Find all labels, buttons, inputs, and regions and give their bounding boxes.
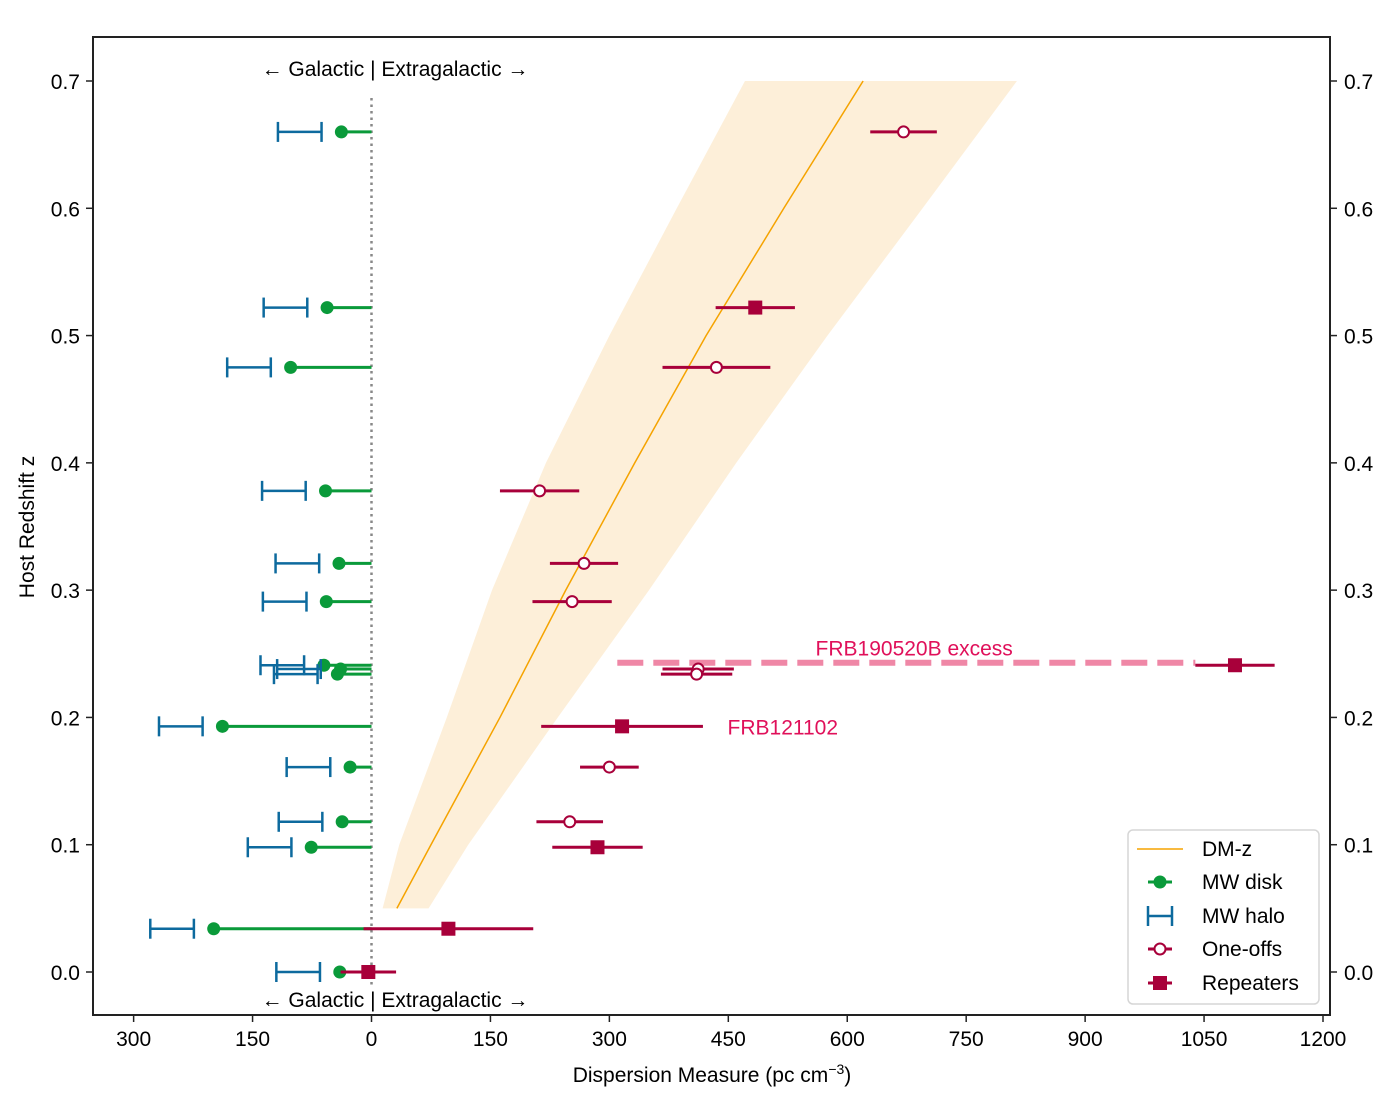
frb-group-14 <box>275 962 397 982</box>
y-tick-label-left: 0.2 <box>51 707 80 730</box>
legend-mw-disk-marker <box>1153 875 1167 889</box>
axes-layer: 300 150 0 150 300 450 600 750 900 1050 1200 0.0 0.0 0… <box>51 36 1374 1051</box>
y-tick-label-right: 0.1 <box>1344 835 1373 858</box>
x-tick-label: 450 <box>711 1028 746 1051</box>
frb-group-12 <box>246 837 643 858</box>
frb-group-3 <box>260 480 580 501</box>
annotation-1: FRB121102 <box>728 716 839 739</box>
mw-disk-marker <box>319 595 333 609</box>
annotation-0: FRB190520B excess <box>816 637 1013 660</box>
one-off-marker <box>577 556 591 570</box>
dmz-band-layer <box>382 81 1017 909</box>
legend-label-one-offs: One-offs <box>1202 938 1282 961</box>
y-tick-label-left: 0.7 <box>51 71 80 94</box>
one-off-marker <box>897 125 911 139</box>
frb-group-1 <box>262 297 795 318</box>
one-off-marker <box>533 484 547 498</box>
frb-group-10 <box>285 757 639 778</box>
legend-label-dmz: DM-z <box>1202 838 1252 861</box>
x-tick-label: 150 <box>473 1028 508 1051</box>
x-tick-label: 1050 <box>1181 1028 1228 1051</box>
legend-repeater-marker <box>1153 976 1167 990</box>
frb-group-8 <box>272 664 733 685</box>
plot-frame <box>92 36 1331 1016</box>
mw-disk-marker <box>215 719 229 733</box>
repeater-marker <box>615 719 630 734</box>
repeater-marker <box>441 921 456 936</box>
frb-group-2 <box>225 357 771 378</box>
one-off-marker <box>565 595 579 609</box>
y-axis-label: Host Redshift z <box>16 456 39 598</box>
legend-label-mw-halo: MW halo <box>1202 905 1285 928</box>
divider-label-top: ← Galactic | Extragalactic → <box>262 58 529 81</box>
mw-disk-marker <box>332 556 346 570</box>
frb-group-5 <box>261 591 612 612</box>
x-tick-label: 0 <box>366 1028 378 1051</box>
mw-disk-marker <box>330 667 344 681</box>
repeater-marker <box>748 300 763 315</box>
y-tick-label-right: 0.2 <box>1344 707 1373 730</box>
y-tick-label-right: 0.5 <box>1344 326 1373 349</box>
frb-group-0 <box>276 121 937 142</box>
y-tick-label-left: 0.3 <box>51 580 80 603</box>
x-tick-label: 900 <box>1068 1028 1103 1051</box>
x-tick-label: 1200 <box>1300 1028 1347 1051</box>
frb-group-9 <box>157 716 703 737</box>
mw-disk-marker <box>335 815 349 829</box>
one-off-marker <box>690 667 704 681</box>
frb-group-4 <box>274 553 619 574</box>
repeater-marker <box>361 965 376 979</box>
mw-disk-marker <box>284 360 298 374</box>
repeater-marker <box>590 840 605 855</box>
legend-frame <box>1127 829 1320 1005</box>
y-tick-label-left: 0.6 <box>51 198 80 221</box>
mw-disk-marker <box>334 125 348 139</box>
mw-disk-marker <box>319 484 333 498</box>
x-tick-label: 300 <box>592 1028 627 1051</box>
y-tick-label-right: 0.6 <box>1344 198 1373 221</box>
mw-disk-marker <box>304 840 318 854</box>
dmz-band <box>382 81 1017 909</box>
dmz-line <box>396 80 864 909</box>
legend: DM-z MW disk MW halo One-offs Repeaters <box>1127 829 1320 1005</box>
mw-disk-marker <box>343 760 357 774</box>
x-tick-label: 600 <box>830 1028 865 1051</box>
one-off-marker <box>602 760 616 774</box>
x-tick-label: 750 <box>949 1028 984 1051</box>
y-tick-label-left: 0.0 <box>51 962 80 985</box>
one-off-marker <box>563 815 577 829</box>
mw-disk-marker <box>207 922 221 936</box>
dmz-line-layer <box>396 80 864 909</box>
divider-label-bottom: ← Galactic | Extragalactic → <box>262 989 529 1012</box>
y-tick-label-left: 0.1 <box>51 835 80 858</box>
legend-label-repeaters: Repeaters <box>1202 972 1299 995</box>
y-tick-label-right: 0.0 <box>1344 962 1373 985</box>
mw-disk-marker <box>320 301 334 315</box>
frb-group-11 <box>277 811 604 832</box>
y-tick-label-left: 0.5 <box>51 326 80 349</box>
y-tick-label-left: 0.4 <box>51 453 81 476</box>
x-axis-label: Dispersion Measure (pc cm−3) <box>573 1061 852 1087</box>
y-tick-label-right: 0.3 <box>1344 580 1373 603</box>
mw-disk-marker <box>333 965 347 979</box>
y-tick-label-right: 0.7 <box>1344 71 1373 94</box>
x-tick-label: 300 <box>116 1028 151 1051</box>
x-tick-label: 150 <box>235 1028 270 1051</box>
y-tick-label-right: 0.4 <box>1344 453 1374 476</box>
legend-one-off-marker <box>1153 942 1167 956</box>
repeater-marker <box>1227 658 1242 673</box>
one-off-marker <box>709 360 723 374</box>
legend-label-mw-disk: MW disk <box>1202 871 1283 894</box>
data-layer: FRB190520B excess FRB121102 <box>149 121 1275 982</box>
legend-mw-halo-marker <box>1146 906 1174 926</box>
frb-group-13 <box>149 918 534 939</box>
